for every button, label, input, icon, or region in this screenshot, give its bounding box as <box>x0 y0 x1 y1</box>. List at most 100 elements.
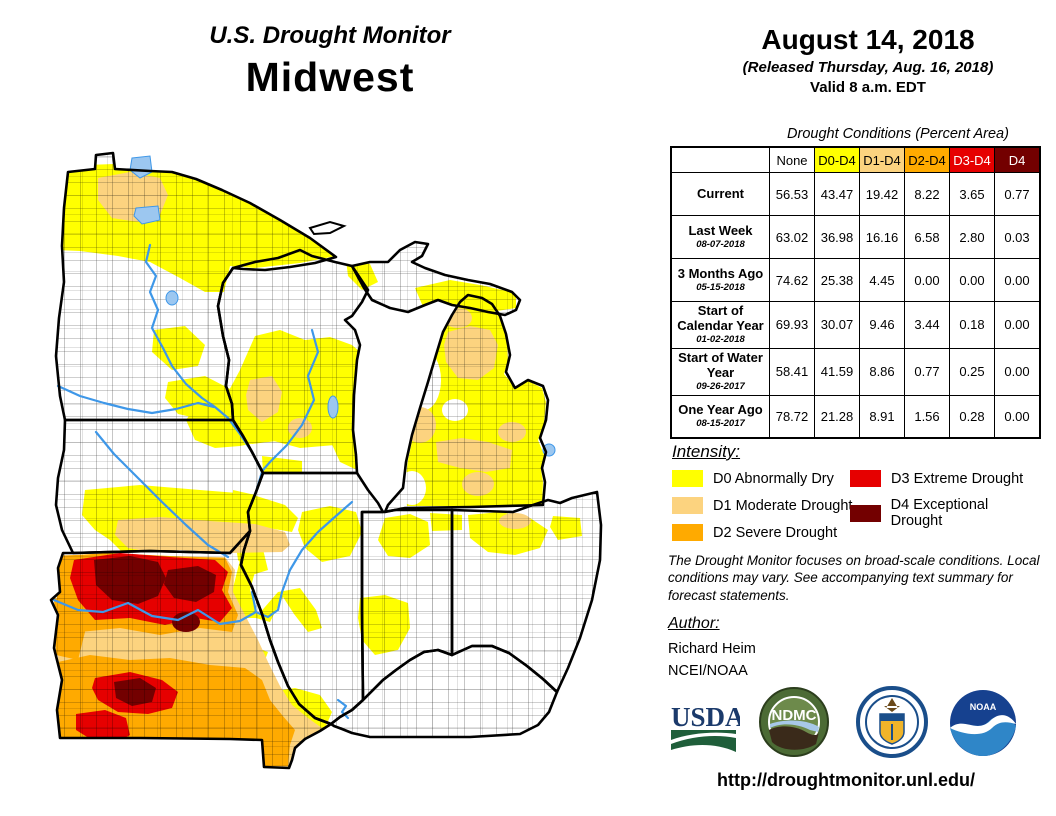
commerce-logo <box>856 686 928 758</box>
disclaimer-text: The Drought Monitor focuses on broad-sca… <box>668 553 1040 603</box>
cell-value: 56.53 <box>769 172 815 216</box>
table-row: Start of Water Year 09-26-2017 58.41 41.… <box>670 347 1041 396</box>
des-moines-river <box>94 430 230 559</box>
row-date: 01-02-2018 <box>696 333 745 345</box>
drought-shading-layer <box>51 153 601 768</box>
report-title-line: U.S. Drought Monitor <box>209 22 451 49</box>
d2-swatch <box>672 524 703 541</box>
lake-of-the-woods <box>129 155 153 179</box>
cell-value: 69.93 <box>769 301 815 349</box>
cell-value: 0.28 <box>949 394 995 439</box>
cell-value: 0.00 <box>994 258 1041 302</box>
cell-value: 3.65 <box>949 172 995 216</box>
table-row: Current 56.53 43.47 19.42 8.22 3.65 0.77 <box>670 172 1041 216</box>
d3-label: D3 Extreme Drought <box>891 470 1024 487</box>
cell-value: 0.00 <box>949 258 995 302</box>
col-header-d4: D4 <box>994 146 1041 173</box>
d1-label: D1 Moderate Drought <box>713 497 853 514</box>
cell-value: 0.00 <box>994 301 1041 349</box>
cell-value: 0.00 <box>994 394 1041 439</box>
legend-item-d0: D0 Abnormally Dry <box>672 470 834 487</box>
lake-winnebago <box>327 395 339 419</box>
row-label: One Year Ago 08-15-2017 <box>670 394 770 439</box>
row-date: 09-26-2017 <box>696 380 745 392</box>
cell-value: 74.62 <box>769 258 815 302</box>
cell-value: 0.03 <box>994 215 1041 259</box>
author-name: Richard Heim <box>668 641 756 657</box>
d4-label: D4 Exceptional Drought <box>890 497 989 529</box>
cell-value: 36.98 <box>814 215 860 259</box>
cell-value: 30.07 <box>814 301 860 349</box>
cell-value: 6.58 <box>904 215 950 259</box>
cell-value: 0.77 <box>994 172 1041 216</box>
table-row: Last Week 08-07-2018 63.02 36.98 16.16 6… <box>670 215 1041 259</box>
cell-value: 16.16 <box>859 215 905 259</box>
mille-lacs-lake <box>165 290 179 306</box>
cell-value: 78.72 <box>769 394 815 439</box>
cell-value: 63.02 <box>769 215 815 259</box>
author-block: Author: Richard Heim NCEI/NOAA <box>668 615 756 683</box>
d0-swatch <box>672 470 703 487</box>
noaa-logo: NOAA <box>950 690 1016 756</box>
cell-value: 43.47 <box>814 172 860 216</box>
midwest-drought-map <box>49 151 603 770</box>
table-row: One Year Ago 08-15-2017 78.72 21.28 8.91… <box>670 394 1041 439</box>
illinois-river <box>256 500 354 619</box>
row-label: Current <box>670 172 770 216</box>
col-header-none: None <box>769 146 815 173</box>
row-date: 05-15-2018 <box>696 281 745 293</box>
released-date: (Released Thursday, Aug. 16, 2018) <box>742 59 994 76</box>
cell-value: 0.00 <box>904 258 950 302</box>
cell-value: 9.46 <box>859 301 905 349</box>
d4-swatch <box>850 504 881 522</box>
usda-logo: USDA <box>671 702 740 752</box>
row-label: Last Week 08-07-2018 <box>670 215 770 259</box>
minnesota-river <box>56 384 216 415</box>
legend-title: Intensity: <box>672 442 741 461</box>
red-lake <box>133 205 161 225</box>
cell-value: 25.38 <box>814 258 860 302</box>
row-label: 3 Months Ago 05-15-2018 <box>670 258 770 302</box>
isle-royale <box>308 220 347 236</box>
col-header-d2d4: D2-D4 <box>904 146 950 173</box>
table-caption: Drought Conditions (Percent Area) <box>787 126 1009 142</box>
cell-value: 58.41 <box>769 347 815 396</box>
row-date: 08-15-2017 <box>696 417 745 429</box>
map-date: August 14, 2018 <box>761 24 975 55</box>
col-header-d3d4: D3-D4 <box>949 146 995 173</box>
cell-value: 41.59 <box>814 347 860 396</box>
intensity-legend: Intensity: D0 Abnormally Dry D1 Moderate… <box>672 442 1042 570</box>
cell-value: 1.56 <box>904 394 950 439</box>
cell-value: 8.91 <box>859 394 905 439</box>
d1-swatch <box>672 497 703 514</box>
legend-item-d3: D3 Extreme Drought <box>850 470 1023 487</box>
website-url: http://droughtmonitor.unl.edu/ <box>717 770 975 790</box>
cell-value: 0.25 <box>949 347 995 396</box>
cell-value: 4.45 <box>859 258 905 302</box>
row-date: 08-07-2018 <box>696 238 745 250</box>
cell-value: 0.18 <box>949 301 995 349</box>
wisconsin-river <box>261 328 320 472</box>
cell-value: 3.44 <box>904 301 950 349</box>
drought-conditions-table: None D0-D4 D1-D4 D2-D4 D3-D4 D4 Current … <box>670 146 1041 440</box>
d0-label: D0 Abnormally Dry <box>713 470 834 487</box>
ndmc-logo-text: NDMC <box>772 707 817 724</box>
cell-value: 19.42 <box>859 172 905 216</box>
cell-value: 2.80 <box>949 215 995 259</box>
region-title: Midwest <box>245 54 415 100</box>
noaa-logo-text: NOAA <box>970 702 997 712</box>
cell-value: 8.22 <box>904 172 950 216</box>
row-label: Start of Water Year 09-26-2017 <box>670 347 770 396</box>
legend-item-d4: D4 Exceptional Drought <box>850 497 1042 529</box>
cell-value: 8.86 <box>859 347 905 396</box>
valid-time: Valid 8 a.m. EDT <box>810 79 926 96</box>
cell-value: 0.77 <box>904 347 950 396</box>
cell-value: 21.28 <box>814 394 860 439</box>
table-row: 3 Months Ago 05-15-2018 74.62 25.38 4.45… <box>670 258 1041 302</box>
d2-label: D2 Severe Drought <box>713 524 838 541</box>
table-corner <box>671 147 770 173</box>
author-heading: Author: <box>668 615 720 632</box>
cell-value: 0.00 <box>994 347 1041 396</box>
legend-item-d1: D1 Moderate Drought <box>672 497 852 514</box>
